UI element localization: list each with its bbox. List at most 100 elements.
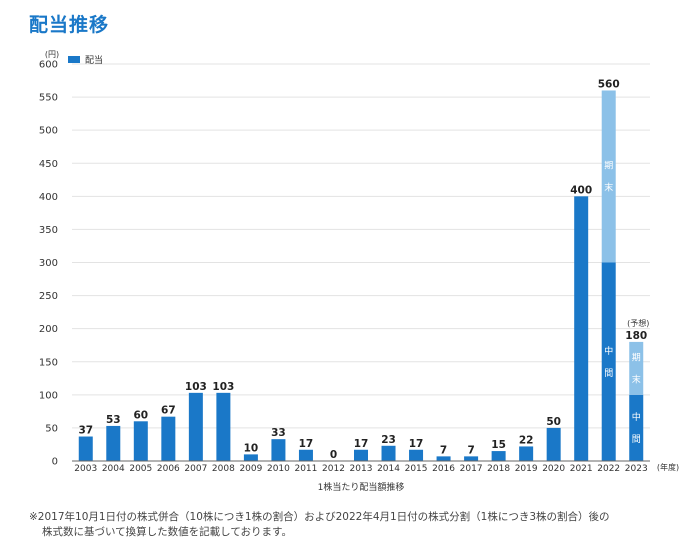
footnote: ※2017年10月1日付の株式併合（10株につき1株の割合）および2022年4月… (29, 510, 689, 540)
x-tick-label: 2022 (597, 464, 620, 474)
legend-swatch (68, 56, 80, 63)
y-tick-label: 0 (52, 457, 58, 468)
x-tick-label: 2007 (184, 464, 207, 474)
final-segment-label: 期 (632, 352, 641, 363)
x-tick-label: 2003 (74, 464, 97, 474)
bar-2014 (381, 445, 396, 461)
page-title: 配当推移 (29, 14, 110, 36)
x-tick-label: 2011 (294, 464, 317, 474)
bar-final-2023 (629, 341, 644, 395)
bar-2021 (574, 196, 589, 462)
data-label: 37 (78, 425, 93, 437)
chart-caption: 1株当たり配当額推移 (318, 481, 405, 493)
x-axis: 2003 2004 2005 2006 2007 2008 2009 2010 2011 2012… (72, 460, 650, 474)
x-tick-label: 2012 (322, 464, 345, 474)
bar-2007 (188, 392, 203, 461)
data-label: 560 (598, 78, 620, 90)
x-tick-label: 2004 (102, 464, 125, 474)
final-segment-label: 末 (604, 181, 613, 193)
data-label: 17 (409, 438, 424, 450)
y-axis-unit: (円) (45, 50, 59, 59)
y-tick-label: 550 (39, 93, 58, 104)
x-axis-unit: (年度) (657, 462, 679, 472)
y-axis: 0 50 100 150 200 250 300 350 400 450 500 550 600 (39, 60, 58, 468)
bar-2011 (298, 449, 313, 461)
grid-lines (72, 63, 650, 429)
x-tick-label: 2008 (212, 464, 235, 474)
interim-segment-label: 中 (604, 345, 613, 357)
bar-2010 (271, 439, 286, 461)
data-label: 67 (161, 405, 176, 417)
bar-2013 (354, 449, 368, 461)
bar-2009 (243, 454, 258, 461)
x-tick-label: 2005 (129, 464, 152, 474)
final-segment-label: 末 (632, 373, 641, 385)
bar-2018 (491, 451, 506, 461)
y-tick-label: 100 (39, 390, 58, 401)
data-label: 15 (491, 439, 506, 451)
x-tick-label: 2020 (542, 464, 565, 474)
legend-label: 配当 (85, 54, 103, 66)
interim-segment-label: 間 (632, 434, 641, 445)
bar-final-2022 (601, 90, 616, 263)
bar-2020 (546, 427, 561, 461)
x-tick-label: 2014 (377, 464, 400, 474)
x-tick-label: 2013 (350, 464, 373, 474)
data-label: 7 (440, 444, 447, 456)
x-tick-label: 2021 (570, 464, 593, 474)
x-tick-label: 2006 (157, 464, 180, 474)
y-tick-label: 350 (39, 225, 58, 236)
x-tick-label: 2023 (625, 464, 648, 474)
x-tick-label: 2019 (515, 464, 538, 474)
data-label: 17 (299, 438, 314, 450)
footnote-line-2: 株式数に基づいて換算した数値を記載しております。 (42, 526, 293, 538)
x-tick-label: 2015 (405, 464, 428, 474)
y-tick-label: 250 (39, 291, 58, 302)
interim-segment-label: 中 (632, 411, 641, 423)
bar-2015 (409, 449, 424, 461)
data-label: 22 (519, 434, 534, 446)
y-tick-label: 300 (39, 258, 58, 269)
bar-2008 (216, 392, 231, 461)
bar-2016 (436, 456, 451, 461)
y-tick-label: 200 (39, 324, 58, 335)
footnote-line-1: ※2017年10月1日付の株式併合（10株につき1株の割合）および2022年4月… (29, 511, 610, 523)
data-label: 10 (244, 442, 259, 454)
data-label: 50 (546, 416, 561, 428)
interim-segment-label: 間 (604, 368, 613, 379)
bar-interim-2022 (601, 262, 616, 461)
final-segment-label: 期 (604, 160, 613, 171)
data-label: 180 (625, 330, 647, 342)
data-label: 400 (570, 184, 592, 196)
y-tick-label: 50 (45, 423, 58, 434)
data-label: 53 (106, 414, 121, 426)
data-label: 23 (381, 434, 396, 446)
y-tick-label: 450 (39, 159, 58, 170)
x-tick-label: 2010 (267, 464, 290, 474)
y-tick-label: 150 (39, 357, 58, 368)
data-label: 60 (133, 409, 148, 421)
data-label: 7 (467, 444, 474, 456)
bar-2005 (133, 421, 148, 461)
x-tick-label: 2018 (487, 464, 510, 474)
bar-2004 (106, 425, 121, 461)
bar-2003 (78, 436, 93, 461)
data-label: 17 (354, 438, 369, 450)
bar-2017 (464, 456, 479, 461)
bar-2019 (519, 446, 534, 461)
bar-2006 (161, 416, 176, 461)
data-label: 103 (212, 381, 234, 393)
x-tick-label: 2017 (460, 464, 483, 474)
x-tick-label: 2009 (239, 464, 262, 474)
y-tick-label: 400 (39, 192, 58, 203)
y-tick-label: 500 (39, 126, 58, 137)
y-tick-label: 600 (39, 60, 58, 71)
bar-interim-2023 (629, 394, 644, 461)
data-label: 0 (330, 449, 337, 461)
data-label: 33 (271, 427, 286, 439)
forecast-note: (予想) (627, 318, 649, 328)
x-tick-label: 2016 (432, 464, 455, 474)
data-label: 103 (185, 381, 207, 393)
